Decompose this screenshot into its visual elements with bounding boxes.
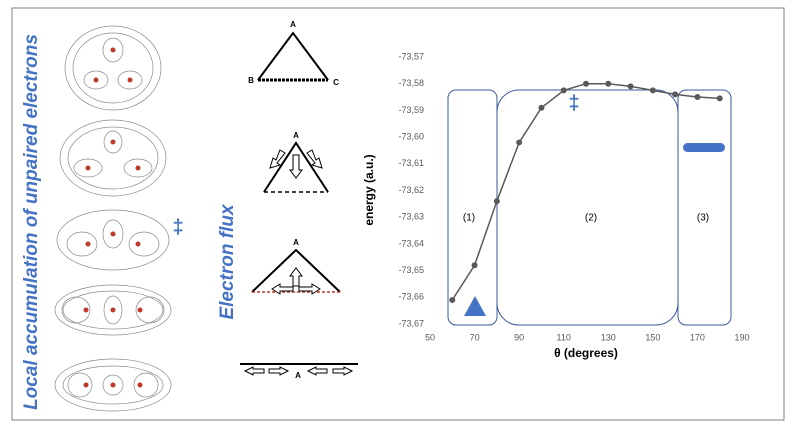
y-tick-label: -73,60 bbox=[398, 131, 424, 141]
region bbox=[677, 89, 732, 326]
point bbox=[493, 198, 500, 205]
triangle-marker bbox=[464, 296, 486, 316]
vertex-label: A bbox=[293, 131, 299, 140]
point bbox=[471, 262, 478, 269]
contour-panel bbox=[56, 209, 170, 271]
point bbox=[627, 83, 634, 90]
x-tick-label: 70 bbox=[470, 332, 480, 342]
point bbox=[605, 80, 612, 87]
contour-panel bbox=[54, 358, 172, 412]
y-tick-label: -73,64 bbox=[398, 238, 424, 248]
x-tick-label: 190 bbox=[734, 332, 749, 342]
y-tick-label: -73,62 bbox=[398, 185, 424, 195]
triangle-diagram bbox=[257, 31, 329, 82]
triangle-diagram bbox=[263, 141, 329, 193]
linear-marker bbox=[683, 143, 725, 152]
y-tick-label: -73,66 bbox=[398, 292, 424, 302]
contour-panel bbox=[64, 25, 162, 111]
x-tick-label: 110 bbox=[557, 332, 571, 342]
contour-panel bbox=[59, 119, 167, 197]
point bbox=[538, 104, 545, 111]
region-label: (2) bbox=[585, 213, 597, 224]
triangle-diagram bbox=[251, 248, 341, 295]
vertex-label: B bbox=[248, 76, 254, 85]
x-tick-label: 90 bbox=[514, 332, 524, 342]
y-tick-label: -73,65 bbox=[398, 265, 424, 275]
x-tick-label: 50 bbox=[425, 332, 435, 342]
y-tick-label: -73,63 bbox=[398, 212, 424, 222]
vertex-label: A bbox=[295, 371, 301, 380]
vertex-label: A bbox=[293, 238, 299, 247]
x-axis-label: θ (degrees) bbox=[554, 346, 618, 360]
point bbox=[649, 87, 656, 94]
x-tick-label: 150 bbox=[645, 332, 660, 342]
region-label: (1) bbox=[463, 213, 475, 224]
point bbox=[672, 91, 679, 98]
point bbox=[449, 296, 456, 303]
contour-panel bbox=[54, 284, 172, 336]
y-tick-label: -73,59 bbox=[398, 105, 424, 115]
y-tick-label: -73,57 bbox=[398, 51, 424, 61]
y-axis-label: energy (a.u.) bbox=[362, 154, 376, 225]
vertex-label: A bbox=[290, 20, 296, 29]
point bbox=[560, 87, 567, 94]
ddagger: ‡ bbox=[172, 216, 183, 238]
point bbox=[516, 139, 523, 146]
point bbox=[583, 80, 589, 87]
point bbox=[694, 94, 701, 101]
x-tick-label: 130 bbox=[601, 332, 616, 342]
y-tick-label: -73,61 bbox=[398, 158, 424, 168]
linear-diagram bbox=[240, 363, 358, 376]
vertex-label: C bbox=[333, 78, 339, 87]
side-label: Local accumulation of unpaired electrons bbox=[21, 34, 42, 410]
chart: (1) (2) (3) ‡ energy (a.u.) θ (degrees) … bbox=[362, 51, 749, 360]
y-tick-label: -73,67 bbox=[398, 318, 424, 328]
point bbox=[716, 95, 723, 102]
flux-label: Electron flux bbox=[217, 203, 238, 320]
region-label: (3) bbox=[697, 213, 709, 224]
x-tick-label: 170 bbox=[690, 332, 705, 342]
y-tick-label: -73,58 bbox=[398, 78, 424, 88]
ddagger: ‡ bbox=[568, 92, 579, 114]
